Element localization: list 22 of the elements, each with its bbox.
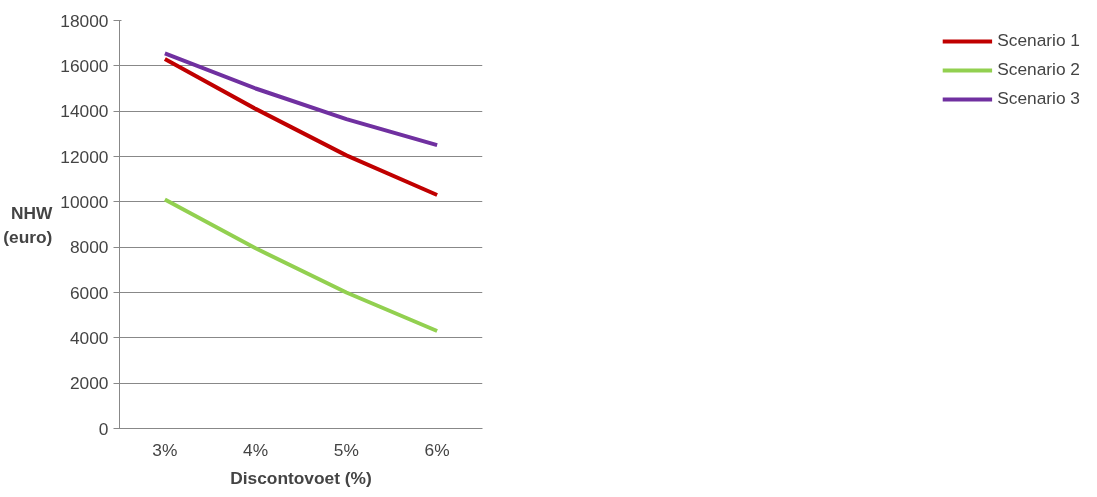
y-tick-label: 14000 [60,101,109,122]
y-tick-label: 2000 [69,373,109,394]
x-axis-title: Discontovoet (%) [230,467,372,488]
x-tick-label: 3% [152,439,178,460]
line-series [162,57,440,198]
y-tick-label: 0 [98,418,109,439]
legend-label: Scenario 2 [997,59,1080,80]
y-tick-label: 16000 [60,55,109,76]
x-tick-label: 5% [333,439,359,460]
legend-label: Scenario 3 [997,88,1080,109]
legend-label: Scenario 1 [997,30,1080,51]
y-tick-label: 4000 [69,327,109,348]
line-series [162,197,440,334]
x-tick-label: 4% [243,439,269,460]
y-axis-title: NHW (euro) [3,202,53,247]
y-tick-label: 6000 [69,282,109,303]
line-series [162,51,440,148]
y-tick-label: 18000 [60,10,109,31]
x-tick-label: 6% [424,439,450,460]
y-tick-label: 12000 [60,146,109,167]
y-tick-label: 10000 [60,191,109,212]
y-tick-label: 8000 [69,237,109,258]
